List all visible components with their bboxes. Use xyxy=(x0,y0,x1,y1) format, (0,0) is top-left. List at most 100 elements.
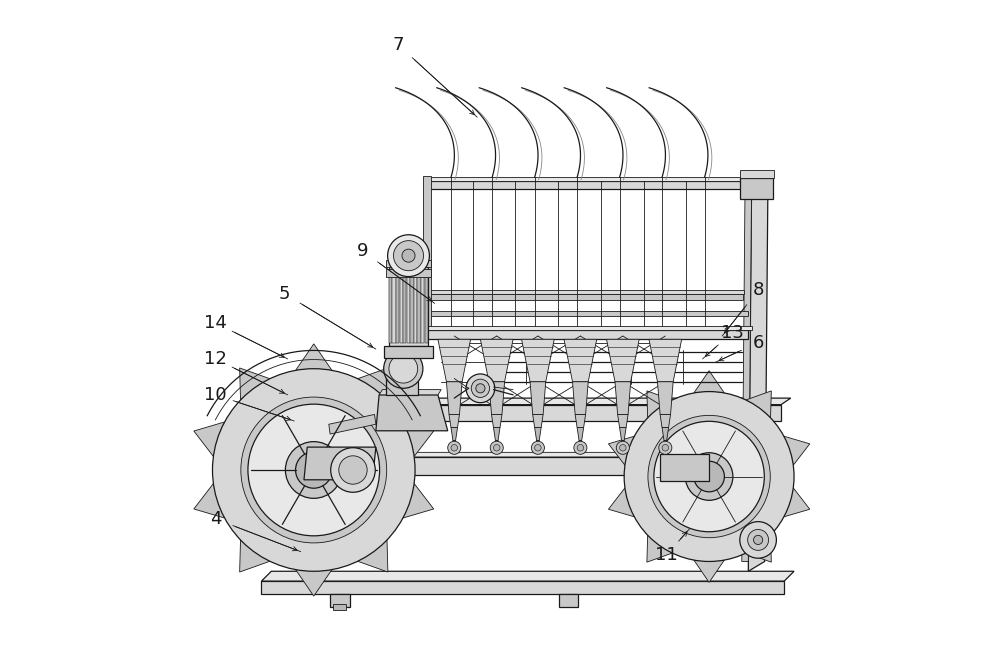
Text: 9: 9 xyxy=(357,242,369,260)
Circle shape xyxy=(466,374,495,403)
Bar xyxy=(333,604,346,610)
Polygon shape xyxy=(240,368,270,400)
Polygon shape xyxy=(296,569,332,596)
Text: 10: 10 xyxy=(204,386,227,404)
Polygon shape xyxy=(489,382,505,415)
Circle shape xyxy=(248,404,380,536)
Circle shape xyxy=(648,415,770,538)
Polygon shape xyxy=(660,415,671,428)
Circle shape xyxy=(624,391,794,561)
Bar xyxy=(425,330,748,339)
Polygon shape xyxy=(329,415,376,434)
Bar xyxy=(403,271,406,343)
Polygon shape xyxy=(449,415,459,428)
Circle shape xyxy=(393,241,424,271)
Circle shape xyxy=(577,445,584,451)
Circle shape xyxy=(490,442,503,454)
Polygon shape xyxy=(194,484,225,518)
Polygon shape xyxy=(784,436,810,465)
Bar xyxy=(425,271,428,343)
Polygon shape xyxy=(533,415,543,428)
Bar xyxy=(740,170,774,178)
Circle shape xyxy=(535,445,541,451)
Polygon shape xyxy=(784,488,810,517)
Polygon shape xyxy=(296,344,332,370)
Polygon shape xyxy=(608,436,634,465)
Polygon shape xyxy=(451,428,458,441)
Text: 14: 14 xyxy=(204,314,227,332)
Polygon shape xyxy=(358,368,388,400)
Polygon shape xyxy=(438,339,471,382)
Circle shape xyxy=(471,379,490,397)
Polygon shape xyxy=(607,339,639,382)
Bar xyxy=(414,271,417,343)
Bar xyxy=(384,346,433,358)
Bar xyxy=(386,260,431,268)
Polygon shape xyxy=(535,428,541,441)
Bar xyxy=(400,271,403,343)
Polygon shape xyxy=(618,415,628,428)
Circle shape xyxy=(389,355,418,383)
Polygon shape xyxy=(620,428,626,441)
Text: 7: 7 xyxy=(393,36,404,54)
Bar xyxy=(389,268,428,346)
Bar xyxy=(417,271,421,343)
Circle shape xyxy=(448,442,461,454)
Polygon shape xyxy=(622,441,624,450)
Circle shape xyxy=(748,529,769,550)
Circle shape xyxy=(754,535,763,544)
Polygon shape xyxy=(376,395,448,431)
Bar xyxy=(425,177,746,181)
Polygon shape xyxy=(662,428,669,441)
Bar xyxy=(428,291,744,293)
Circle shape xyxy=(662,445,669,451)
Bar xyxy=(389,271,392,343)
Text: 8: 8 xyxy=(752,281,764,299)
Circle shape xyxy=(476,384,485,393)
Bar xyxy=(421,271,424,343)
Text: 4: 4 xyxy=(210,510,222,528)
Bar xyxy=(410,271,414,343)
Bar xyxy=(407,271,410,343)
Polygon shape xyxy=(649,339,682,382)
Circle shape xyxy=(620,445,626,451)
Polygon shape xyxy=(376,452,662,457)
Circle shape xyxy=(659,442,672,454)
Polygon shape xyxy=(742,186,752,561)
Polygon shape xyxy=(304,447,376,480)
Polygon shape xyxy=(358,540,388,572)
Polygon shape xyxy=(261,571,794,581)
Polygon shape xyxy=(647,535,672,562)
Circle shape xyxy=(685,453,733,500)
Polygon shape xyxy=(660,453,709,481)
Circle shape xyxy=(616,442,629,454)
Bar xyxy=(392,271,396,343)
Polygon shape xyxy=(564,339,597,382)
Polygon shape xyxy=(575,415,586,428)
Polygon shape xyxy=(537,441,539,450)
Circle shape xyxy=(388,235,429,277)
Polygon shape xyxy=(746,535,771,562)
Bar xyxy=(425,326,752,330)
Polygon shape xyxy=(480,339,513,382)
Polygon shape xyxy=(386,368,418,395)
Bar xyxy=(559,594,578,607)
Polygon shape xyxy=(647,391,672,418)
Bar xyxy=(386,270,431,277)
Text: 12: 12 xyxy=(204,350,227,368)
Polygon shape xyxy=(492,415,502,428)
Polygon shape xyxy=(194,422,225,457)
Circle shape xyxy=(574,442,587,454)
Polygon shape xyxy=(694,370,724,393)
Polygon shape xyxy=(577,428,584,441)
Circle shape xyxy=(339,456,367,484)
Polygon shape xyxy=(495,441,498,450)
Polygon shape xyxy=(615,382,631,415)
Polygon shape xyxy=(453,441,456,450)
Polygon shape xyxy=(446,382,462,415)
Bar xyxy=(330,594,350,607)
Polygon shape xyxy=(314,398,791,405)
Polygon shape xyxy=(579,441,582,450)
Polygon shape xyxy=(530,382,546,415)
Circle shape xyxy=(694,461,724,492)
